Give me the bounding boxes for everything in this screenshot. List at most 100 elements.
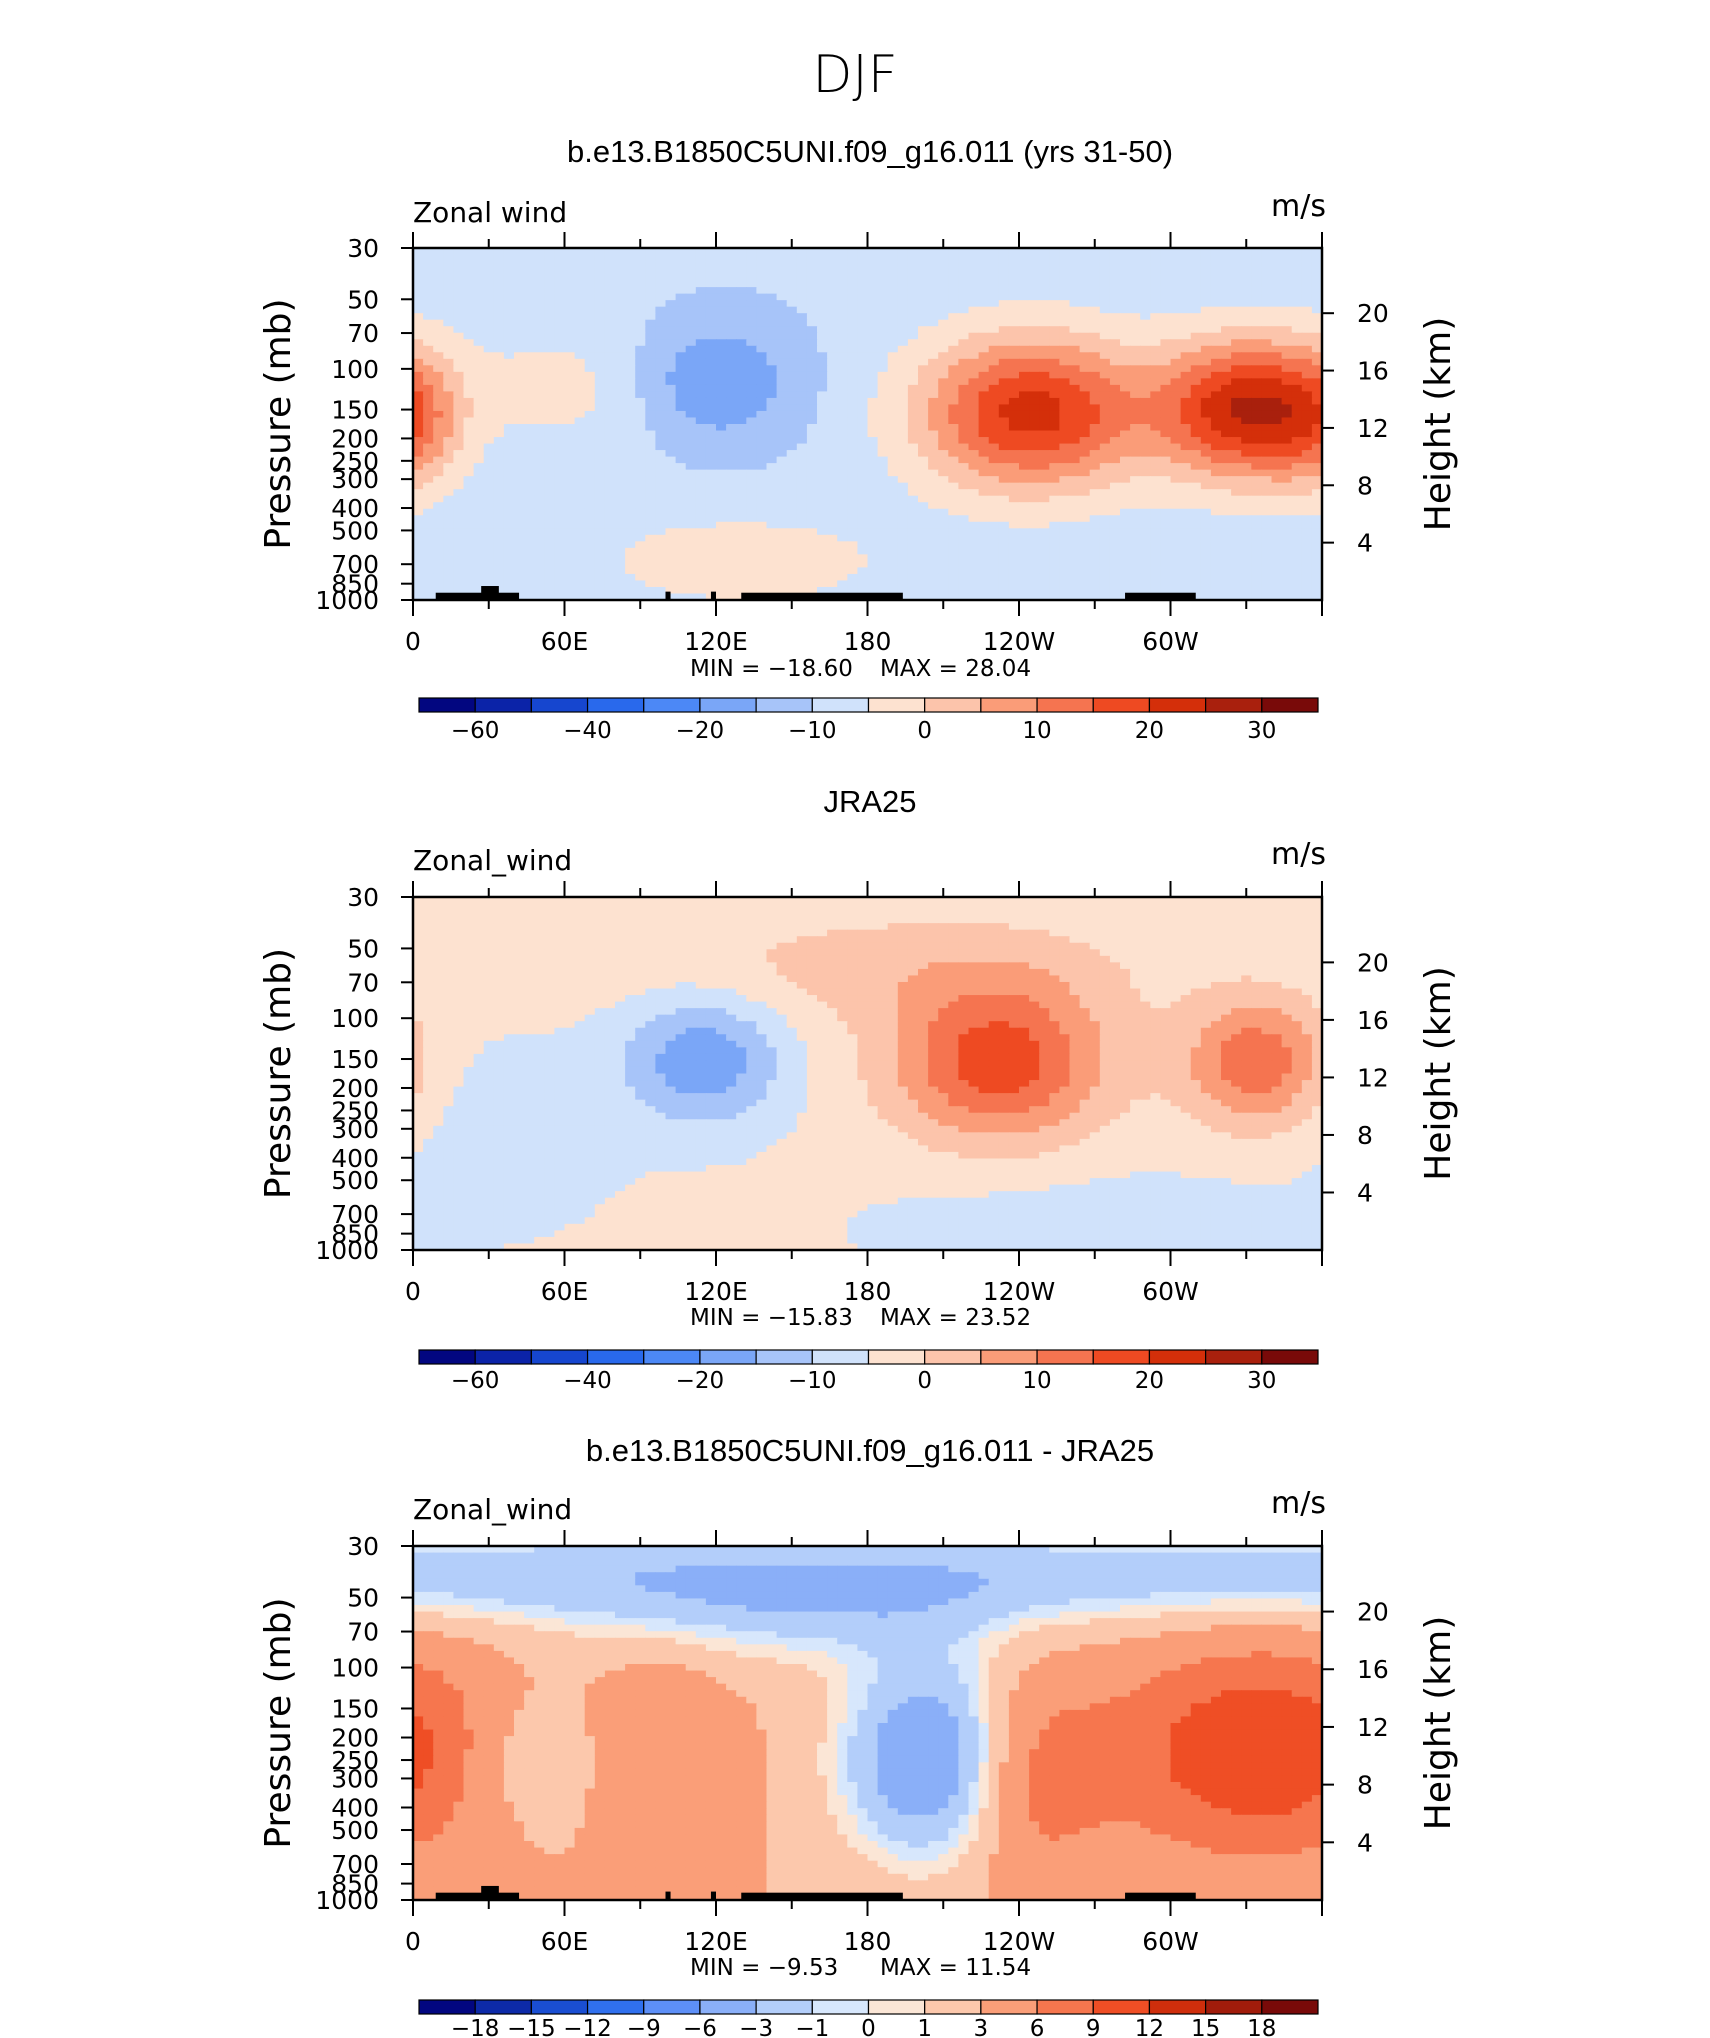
heat-cell	[847, 378, 858, 386]
heat-cell	[1210, 397, 1222, 406]
heat-cell	[433, 287, 444, 295]
heat-cell	[695, 287, 707, 295]
heat-cell	[1210, 254, 1222, 262]
heat-cell	[554, 489, 566, 497]
heat-cell	[423, 515, 434, 523]
heat-cell	[1069, 586, 1081, 595]
heat-cell	[1160, 580, 1172, 588]
heat-cell	[655, 515, 667, 523]
heat-cell	[958, 476, 970, 484]
heat-cell	[1089, 280, 1101, 288]
heat-cell	[867, 424, 879, 432]
heat-cell	[897, 593, 909, 601]
heat-cell	[1251, 580, 1262, 588]
heat-cell	[837, 332, 848, 340]
heat-cell	[756, 560, 768, 569]
heat-cell	[554, 254, 566, 262]
heat-cell	[998, 547, 1010, 555]
heat-cell	[928, 437, 939, 445]
heat-cell	[1200, 261, 1212, 269]
heat-cell	[766, 371, 778, 379]
heat-cell	[817, 541, 828, 549]
heat-cell	[736, 319, 747, 327]
heat-cell	[1210, 339, 1222, 347]
heat-cell	[1019, 417, 1030, 425]
heat-cell	[493, 482, 505, 490]
heat-cell	[837, 345, 848, 353]
heat-cell	[635, 371, 646, 379]
heat-cell	[463, 319, 475, 327]
heat-cell	[766, 515, 778, 523]
heat-cell	[1271, 352, 1283, 360]
heat-cell	[877, 352, 889, 360]
heat-cell	[1120, 560, 1131, 569]
heat-cell	[796, 248, 808, 256]
heat-cell	[514, 586, 525, 595]
heat-cell	[1089, 248, 1101, 256]
heat-cell	[1150, 287, 1161, 295]
heat-cell	[1008, 580, 1020, 588]
heat-cell	[907, 300, 919, 308]
heat-cell	[413, 267, 424, 275]
heat-cell	[998, 326, 1010, 334]
heat-cell	[867, 352, 879, 360]
heat-cell	[554, 580, 566, 588]
heat-cell	[1019, 332, 1030, 340]
heat-cell	[958, 371, 970, 379]
heat-cell	[847, 261, 858, 269]
heat-cell	[675, 352, 687, 360]
heat-cell	[968, 384, 980, 393]
heat-cell	[1251, 358, 1262, 366]
heat-cell	[1008, 391, 1020, 399]
heat-cell	[1251, 424, 1262, 432]
heat-cell	[675, 424, 687, 432]
heat-cell	[1170, 397, 1182, 406]
heat-cell	[483, 534, 495, 542]
heat-cell	[1049, 443, 1060, 451]
heat-cell	[1130, 326, 1141, 334]
heat-cell	[1210, 306, 1222, 314]
heat-cell	[413, 450, 424, 458]
heat-cell	[1301, 469, 1313, 477]
heat-cell	[1261, 358, 1273, 366]
heat-cell	[655, 508, 667, 516]
heat-cell	[958, 417, 970, 425]
heat-cell	[1281, 573, 1293, 582]
heat-cell	[1109, 410, 1121, 419]
heat-cell	[1210, 437, 1222, 445]
heat-cell	[1241, 352, 1252, 360]
heat-cell	[988, 352, 1000, 360]
heat-cell	[524, 560, 535, 569]
heat-cell	[443, 332, 454, 340]
heat-cell	[968, 248, 980, 256]
heat-cell	[928, 489, 939, 497]
heat-cell	[1160, 410, 1172, 419]
heat-cell	[554, 502, 566, 510]
heat-cell	[736, 293, 747, 301]
heat-cell	[604, 280, 616, 288]
heat-cell	[1059, 371, 1071, 379]
heat-cell	[857, 306, 869, 314]
heat-cell	[796, 410, 808, 419]
heat-cell	[645, 489, 656, 497]
heat-cell	[1261, 586, 1273, 595]
heat-cell	[847, 365, 858, 373]
heat-cell	[1200, 332, 1212, 340]
heat-cell	[625, 410, 636, 419]
heat-cell	[1221, 573, 1232, 582]
heat-cell	[1160, 476, 1172, 484]
heat-cell	[453, 508, 465, 516]
heat-cell	[493, 443, 505, 451]
heat-cell	[736, 495, 747, 503]
heat-cell	[554, 345, 566, 353]
heat-cell	[1109, 384, 1121, 393]
heat-cell	[1089, 456, 1101, 464]
heat-cell	[705, 424, 717, 432]
heat-cell	[1241, 489, 1252, 497]
colorbar-swatch	[699, 697, 757, 713]
heat-cell	[433, 293, 444, 301]
heat-cell	[443, 280, 454, 288]
heat-cell	[524, 443, 535, 451]
heat-cell	[665, 534, 677, 542]
heat-cell	[817, 573, 828, 582]
